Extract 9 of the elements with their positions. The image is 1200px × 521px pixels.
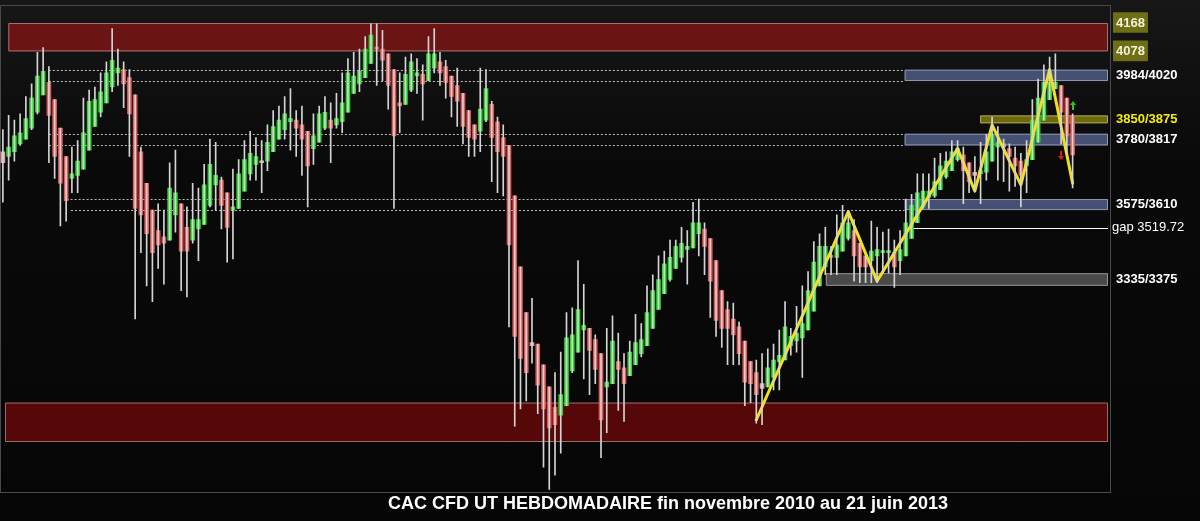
- band-label: 3984/4020: [1116, 66, 1178, 82]
- band-label: 3850/3875: [1116, 110, 1178, 126]
- band-label: 3335/3375: [1116, 271, 1178, 287]
- y-tick-label: 4078: [1116, 42, 1145, 58]
- y-tick-label: 4168: [1116, 14, 1145, 30]
- ref-line-label: gap 3519.72: [1112, 219, 1185, 235]
- text: CAC CFD UT HEBDOMADAIRE fin novembre 2010 au 21 juin 2013: [387, 493, 949, 513]
- band-label: 3780/3817: [1116, 131, 1178, 147]
- band-label: 3575/3610: [1116, 196, 1178, 212]
